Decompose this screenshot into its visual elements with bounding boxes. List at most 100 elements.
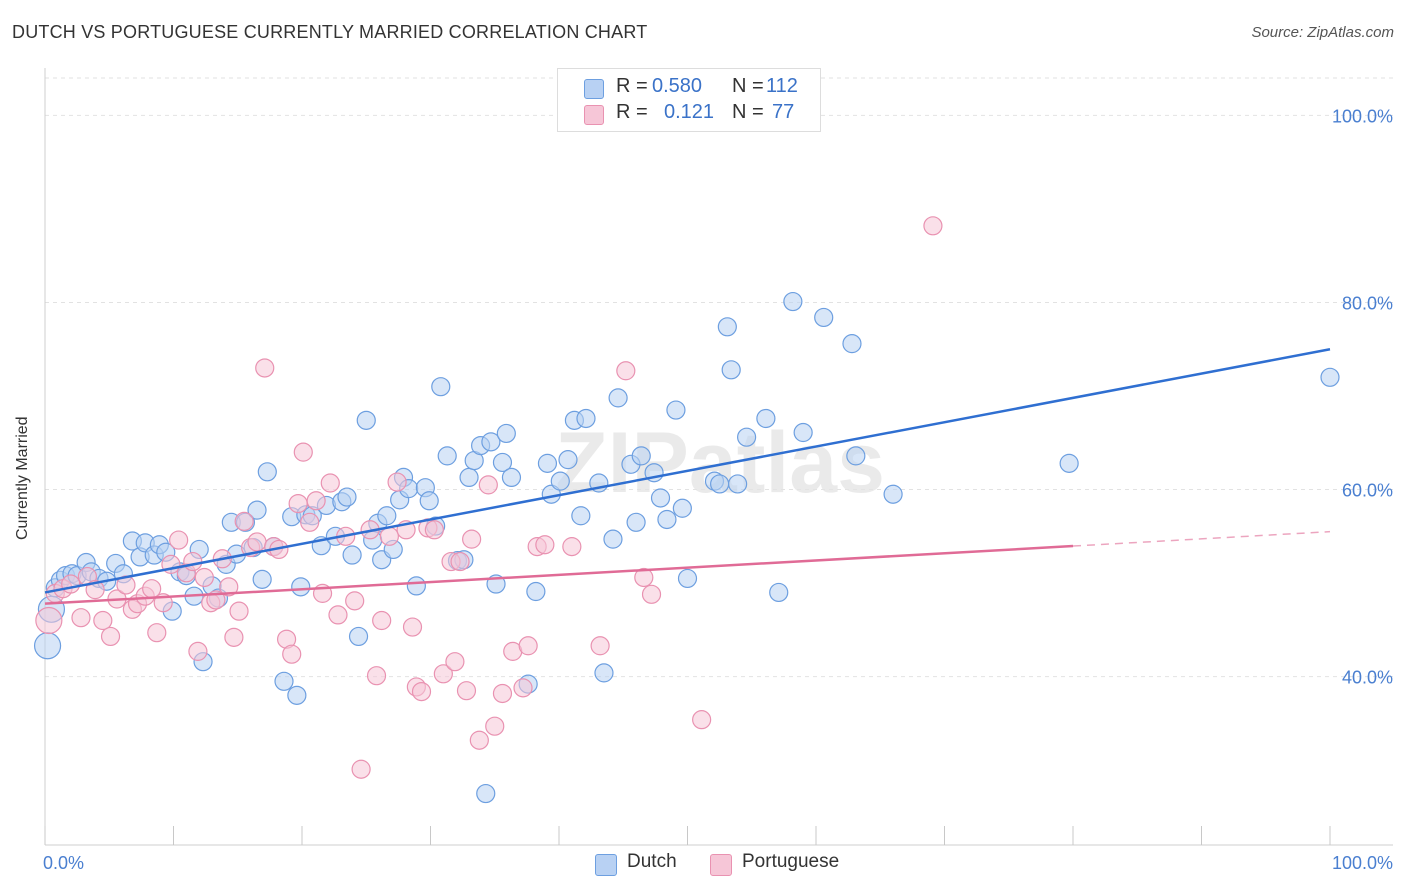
portuguese-point	[183, 551, 203, 572]
bottom-legend-swatch-portuguese	[710, 854, 732, 876]
dutch-point	[626, 512, 646, 532]
portuguese-point	[300, 512, 320, 532]
dutch-point	[721, 360, 741, 380]
portuguese-point	[562, 537, 582, 557]
dutch-point	[769, 582, 789, 603]
dutch-point	[501, 467, 522, 488]
portuguese-point	[424, 520, 444, 540]
dutch-point	[247, 500, 267, 520]
portuguese-point	[590, 636, 610, 656]
dutch-trend-line	[44, 348, 1331, 594]
portuguese-point	[229, 601, 249, 621]
portuguese-point	[372, 610, 392, 631]
dutch-point	[377, 506, 397, 526]
dutch-point	[631, 446, 651, 466]
portuguese-point	[351, 759, 371, 779]
legend-swatch-portuguese	[584, 105, 604, 125]
legend-portuguese-r-label: R =	[616, 101, 648, 123]
portuguese-point	[224, 627, 244, 647]
dutch-point	[814, 307, 834, 328]
portuguese-point	[478, 475, 498, 495]
portuguese-point	[85, 580, 105, 600]
portuguese-point	[513, 678, 533, 698]
dutch-point	[1059, 453, 1079, 473]
x-tick-label-start: 0.0%	[43, 853, 84, 873]
dutch-point	[710, 474, 730, 494]
portuguese-point	[282, 644, 302, 664]
portuguese-point	[219, 577, 239, 597]
portuguese-point	[433, 664, 453, 684]
correlation-legend: R = 0.580 N = 112 R = 0.121 N = 77	[557, 68, 821, 132]
portuguese-point	[379, 526, 399, 546]
dutch-point	[846, 446, 866, 466]
portuguese-point	[288, 493, 308, 514]
portuguese-point	[616, 361, 636, 381]
dutch-point	[883, 484, 903, 504]
chart-title: DUTCH VS PORTUGUESE CURRENTLY MARRIED CO…	[12, 22, 648, 42]
dutch-point	[419, 491, 439, 511]
portuguese-point	[456, 681, 477, 701]
dutch-point	[571, 506, 591, 526]
dutch-point	[526, 581, 546, 602]
dutch-point	[650, 488, 671, 508]
dutch-point	[287, 685, 307, 705]
dutch-point	[342, 545, 362, 565]
portuguese-point	[293, 442, 313, 462]
y-tick-labels: 40.0% 60.0% 80.0% 100.0%	[1332, 106, 1393, 687]
legend-portuguese-n-label: N =	[732, 101, 764, 123]
portuguese-point	[641, 584, 662, 604]
dutch-point	[594, 663, 614, 683]
y-tick-label-60: 60.0%	[1342, 481, 1393, 501]
portuguese-point	[445, 652, 465, 672]
portuguese-point	[469, 730, 489, 750]
portuguese-point	[450, 551, 470, 572]
dutch-point	[717, 317, 737, 337]
dutch-point	[291, 577, 311, 597]
legend-portuguese-n-value: 77	[772, 101, 795, 123]
portuguese-point	[402, 617, 423, 637]
dutch-point	[657, 509, 677, 530]
portuguese-point	[194, 567, 214, 588]
legend-dutch-n-label: N =	[732, 75, 764, 97]
dutch-point	[348, 626, 369, 647]
portuguese-point	[147, 623, 167, 643]
portuguese-point	[366, 666, 387, 686]
portuguese-point	[169, 530, 189, 550]
portuguese-point	[492, 683, 513, 704]
legend-dutch-n-value: 112	[766, 75, 798, 97]
portuguese-trend-line	[44, 544, 1074, 605]
dutch-points	[33, 291, 1340, 804]
portuguese-point	[234, 511, 254, 531]
y-tick-label-80: 80.0%	[1342, 293, 1393, 313]
dutch-point	[476, 783, 496, 804]
portuguese-trend-line-extension	[1072, 530, 1331, 547]
dutch-point	[356, 410, 376, 430]
dutch-point	[603, 529, 623, 549]
portuguese-point	[634, 567, 654, 588]
portuguese-point	[306, 491, 326, 511]
dutch-point	[337, 487, 357, 507]
x-tick-labels: 0.0% 100.0%	[43, 853, 1393, 873]
dutch-point	[431, 377, 451, 397]
dutch-point	[537, 453, 558, 473]
dutch-point	[33, 632, 62, 660]
dutch-point	[257, 462, 277, 482]
portuguese-point	[923, 216, 943, 236]
portuguese-point	[35, 606, 63, 635]
dutch-point	[496, 423, 516, 444]
portuguese-point	[535, 535, 555, 555]
dutch-point	[737, 427, 757, 447]
dutch-point	[437, 446, 457, 466]
bottom-legend-label-dutch: Dutch	[627, 851, 677, 872]
dutch-point	[558, 450, 578, 470]
portuguese-point	[518, 636, 538, 656]
dutch-point	[756, 408, 776, 429]
dutch-point	[677, 568, 698, 589]
y-tick-label-40: 40.0%	[1342, 668, 1393, 688]
dutch-point	[728, 474, 748, 494]
dutch-point	[1320, 367, 1340, 387]
grid-lines	[45, 77, 1393, 678]
portuguese-point	[692, 710, 712, 730]
dutch-point	[666, 400, 686, 420]
